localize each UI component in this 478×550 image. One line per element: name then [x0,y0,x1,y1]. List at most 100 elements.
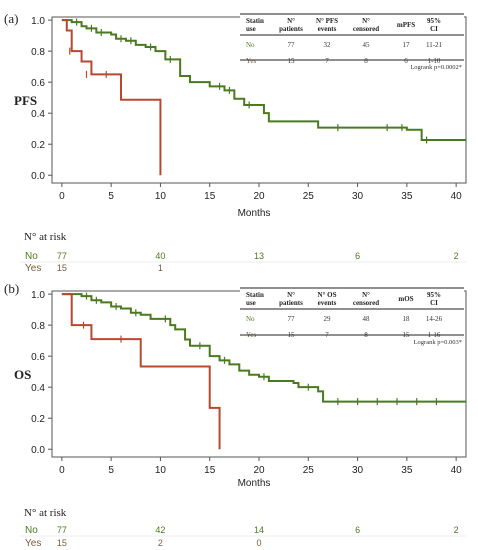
panel-b-xtick-label: 40 [451,465,463,476]
panel-b-risk-no-count: 14 [254,525,264,535]
panel-a-table-header: Statin [246,17,264,25]
panel-b-ytick-label: 0.8 [31,321,45,332]
panel-a-table-cell: 45 [363,41,371,49]
panel-a-ytick-label: 1.0 [31,16,45,27]
panel-b-xtick-label: 35 [401,465,413,476]
panel-a-table-cell: 7 [325,57,329,65]
panel-b-curve-no [61,293,466,403]
panel-a-table-header: use [246,25,256,33]
panel-a-xtick-label: 5 [108,191,114,202]
panel-a-xtick-label: 25 [303,191,315,202]
panel-a-table-header: N° PFS [316,17,338,25]
panel-a-ytick-label: 0.0 [31,171,45,182]
panel-a-table-cell: No [246,41,255,49]
panel-b-risk-label-no: No [25,525,38,536]
panel-a-xtick-label: 20 [253,191,265,202]
panel-a-risk-no-count: 77 [57,251,67,261]
panel-a-table-cell: Yes [246,57,256,65]
panel-b-table-header: 95% [427,291,441,299]
panel-b-xtick-label: 15 [204,465,216,476]
panel-b-risk-no-count: 77 [57,525,67,535]
panel-b-logrank: Logrank p=0.003* [414,339,462,346]
panel-b-curve-yes [61,293,221,450]
panel-b-ytick-label: 0.0 [31,445,45,456]
panel-b-label: (b) [4,281,19,296]
panel-b-ylabel: OS [14,367,31,382]
panel-a-xtick-label: 0 [59,191,65,202]
panel-a-xlabel: Months [238,208,271,219]
panel-a-table-cell: 17 [403,41,411,49]
panel-b-table-header: N° [362,291,370,299]
panel-b-xtick-label: 10 [155,465,167,476]
panel-b-ytick-label: 0.4 [31,383,45,394]
panel-b-risk-yes-count: 2 [158,538,163,548]
panel-b-table-cell: No [246,315,255,323]
panel-a-risk-title: N° at risk [24,231,67,243]
panel-a-risk-no-count: 2 [454,251,459,261]
panel-b-table-cell: 18 [403,315,411,323]
panel-a-risk-no-count: 13 [254,251,264,261]
panel-a-table-header: events [318,25,337,33]
panel-b-risk-yes-count: 0 [256,538,261,548]
panel-b-xtick-label: 20 [253,465,265,476]
panel-a-ytick-label: 0.2 [31,140,45,151]
panel-b-ytick-label: 0.6 [31,352,45,363]
panel-a-table-header: N° [362,17,370,25]
panel-b-risk-no-count: 42 [155,525,165,535]
panel-a-ylabel: PFS [14,93,37,108]
panel-b-table-header: N° [287,291,295,299]
panel-b-xtick-label: 30 [352,465,364,476]
panel-b-table-header: patients [279,299,303,307]
panel-a-curve-yes [61,19,162,176]
panel-a-table-cell: 1-10 [428,57,441,65]
panel-a-label: (a) [4,11,18,26]
panel-b-table-header: censored [353,299,379,307]
panel-a-ytick-label: 0.6 [31,78,45,89]
panel-b-xtick-label: 0 [59,465,65,476]
panel-b-risk-title: N° at risk [24,507,67,519]
panel-a-xtick-label: 15 [204,191,216,202]
panel-b-table-header: CI [430,299,438,307]
panel-a-table-header: mPFS [397,21,415,29]
panel-b-table-cell: 29 [324,315,332,323]
panel-a-table-cell: 8 [364,57,368,65]
panel-a-table-header: censored [353,25,379,33]
panel-a-table-cell: 6 [404,57,408,65]
panel-a-xtick-label: 30 [352,191,364,202]
panel-a-table-header: CI [430,25,438,33]
panel-a-table-cell: 77 [288,41,296,49]
panel-b-xtick-label: 25 [303,465,315,476]
panel-b-table-header: mOS [398,295,413,303]
panel-b-table-cell: 14-26 [426,315,443,323]
panel-a-table-cell: 15 [288,57,296,65]
panel-a-logrank: Logrank p=0.0002* [410,64,462,71]
panel-b-ytick-label: 0.2 [31,414,45,425]
panel-b-table-header: use [246,299,256,307]
panel-a-table-header: patients [279,25,303,33]
panel-a-xtick-label: 10 [155,191,167,202]
panel-a-curve-no [61,19,466,142]
panel-a-risk-yes-count: 15 [57,263,67,273]
panel-a-xtick-label: 35 [401,191,413,202]
panel-b-table-header: N° OS [318,291,337,299]
panel-a-risk-label-no: No [25,251,38,262]
panel-b-risk-no-count: 2 [454,525,459,535]
panel-a-risk-no-count: 40 [155,251,165,261]
panel-a-ytick-label: 0.4 [31,109,45,120]
panel-a-table-cell: 32 [324,41,332,49]
panel-b-xlabel: Months [238,478,271,489]
panel-b-risk-yes-count: 15 [57,538,67,548]
panel-a-table-header: 95% [427,17,441,25]
panel-b-table-header: Statin [246,291,264,299]
panel-b-xtick-label: 5 [108,465,114,476]
panel-a-xtick-label: 40 [451,191,463,202]
panel-b-risk-no-count: 6 [355,525,360,535]
panel-b-table-header: events [318,299,337,307]
panel-b-risk-label-yes: Yes [25,538,41,549]
panel-b-table-cell: 77 [288,315,296,323]
panel-a-table-cell: 11-21 [426,41,443,49]
panel-a-ytick-label: 0.8 [31,47,45,58]
panel-b-table-cell: 48 [363,315,371,323]
panel-b-ytick-label: 1.0 [31,290,45,301]
